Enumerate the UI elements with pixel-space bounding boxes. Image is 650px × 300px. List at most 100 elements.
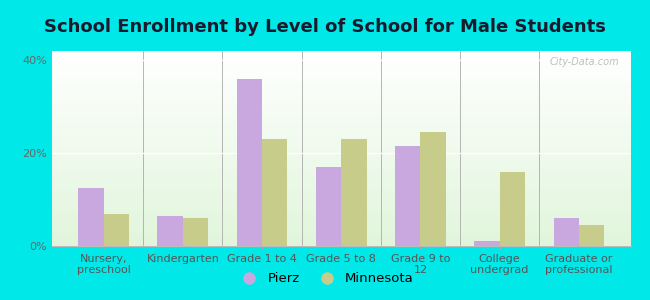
Bar [52,74,630,76]
Bar [52,168,630,170]
Bar [52,117,630,119]
Bar [52,232,630,234]
Bar [52,209,630,211]
Bar [52,244,630,246]
Bar [52,78,630,80]
Bar [395,146,421,246]
Bar [52,238,630,240]
Bar [52,162,630,164]
Bar [52,197,630,199]
Bar [237,79,262,246]
Bar [52,195,630,197]
Bar [52,100,630,102]
Bar [52,121,630,123]
Bar [52,92,630,94]
Bar [52,240,630,242]
Bar [52,223,630,224]
Bar [52,57,630,59]
Bar [52,135,630,137]
Bar [554,218,579,246]
Bar [52,106,630,107]
Text: School Enrollment by Level of School for Male Students: School Enrollment by Level of School for… [44,18,606,36]
Bar [52,129,630,131]
Bar [500,172,525,246]
Bar [579,225,604,246]
Bar [52,205,630,207]
Bar [52,107,630,110]
Bar [52,234,630,236]
Bar [52,215,630,217]
Bar [183,218,208,246]
Bar [52,131,630,133]
Bar [316,167,341,246]
Bar [341,139,367,246]
Bar [52,142,630,145]
Bar [52,185,630,188]
Bar [52,156,630,158]
Bar [52,51,630,53]
Bar [52,188,630,190]
Bar [52,213,630,215]
Bar [52,166,630,168]
Bar [52,220,630,223]
Bar [52,88,630,90]
Bar [52,211,630,213]
Bar [52,133,630,135]
Bar [52,141,630,142]
Bar [421,132,446,246]
Bar [52,201,630,203]
Bar [52,150,630,152]
Bar [52,219,630,221]
Bar [52,154,630,156]
Bar [52,182,630,184]
Bar [52,115,630,117]
Bar [52,176,630,178]
Bar [52,226,630,229]
Bar [52,67,630,68]
Bar [52,152,630,154]
Bar [52,102,630,103]
Bar [103,214,129,246]
Bar [52,158,630,160]
Bar [52,184,630,185]
Bar [52,199,630,201]
Bar [52,148,630,150]
Bar [52,64,630,67]
Bar [52,224,630,226]
Bar [52,98,630,100]
Bar [52,111,630,113]
Bar [52,146,630,148]
Bar [474,242,500,246]
Bar [157,216,183,246]
Bar [52,207,630,209]
Bar [52,190,630,191]
Bar [52,123,630,125]
Bar [52,125,630,127]
Bar [52,217,630,219]
Bar [52,236,630,238]
Bar [52,178,630,180]
Bar [52,203,630,205]
Bar [52,59,630,61]
Bar [52,191,630,193]
Bar [52,110,630,112]
Bar [52,139,630,141]
Bar [52,103,630,106]
Bar [52,68,630,70]
Bar [52,230,630,232]
Bar [52,229,630,230]
Bar [52,82,630,84]
Bar [52,90,630,92]
Bar [52,180,630,182]
Bar [52,127,630,129]
Bar [52,55,630,57]
Bar [52,86,630,88]
Bar [52,76,630,78]
Bar [52,172,630,174]
Legend: Pierz, Minnesota: Pierz, Minnesota [231,267,419,290]
Bar [52,145,630,146]
Bar [78,188,103,246]
Bar [52,193,630,195]
Bar [52,96,630,98]
Bar [262,139,287,246]
